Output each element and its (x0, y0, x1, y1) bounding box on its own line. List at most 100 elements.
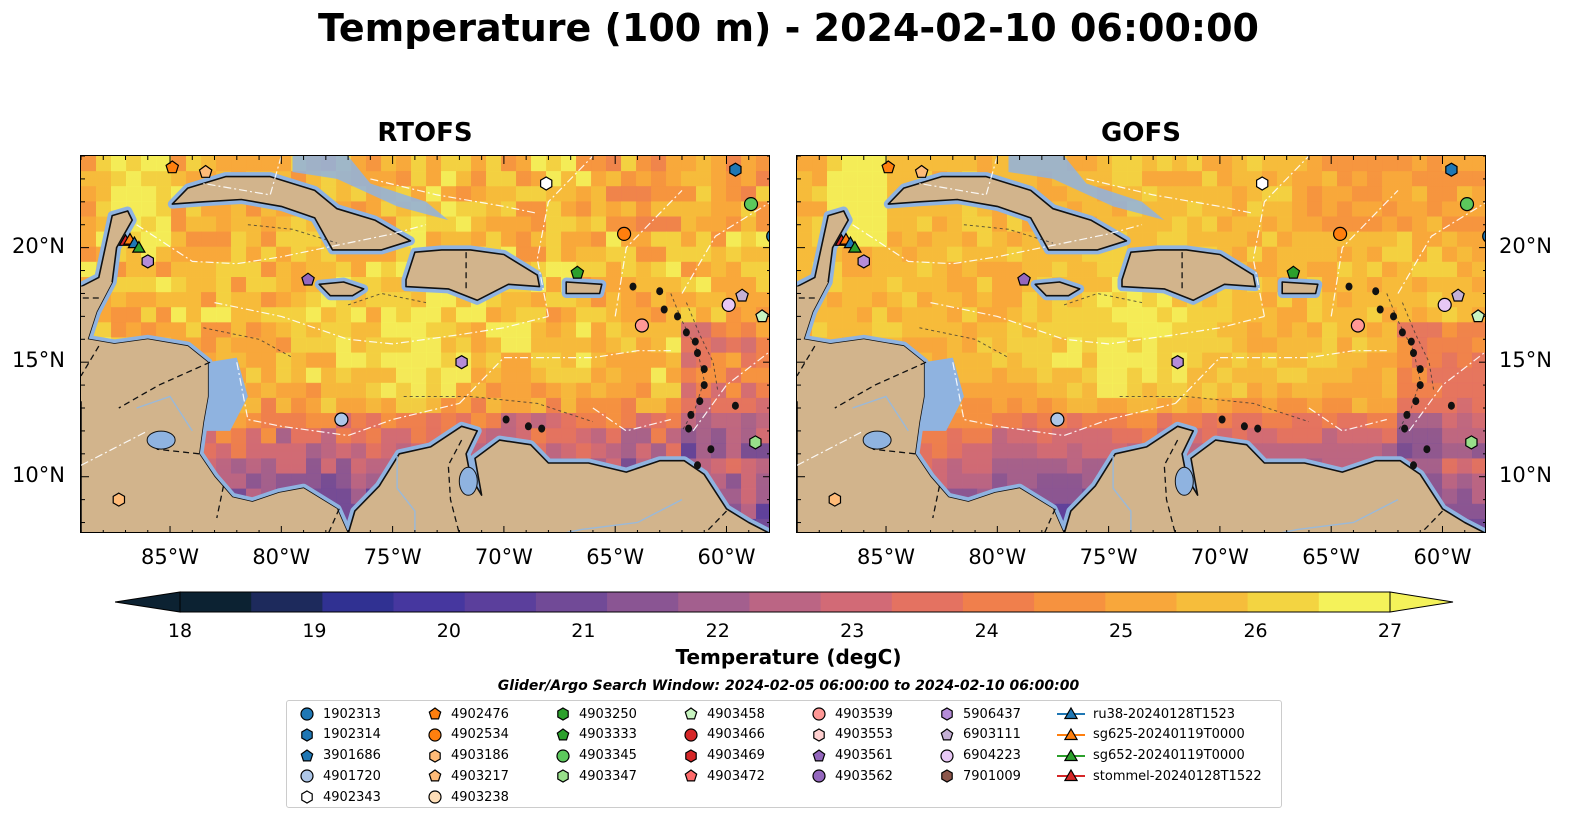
land-jamaica (1034, 281, 1081, 297)
argo-legend-icon (812, 769, 826, 783)
map-panel-rtofs[interactable] (80, 155, 770, 533)
argo-marker-4903186 (828, 492, 842, 507)
legend-item: 4903250 (555, 704, 637, 724)
argo-legend-icon (813, 728, 825, 742)
colorbar-segment (749, 592, 822, 612)
argo-legend-icon (941, 707, 953, 721)
panel-title-rtofs: RTOFS (377, 118, 473, 148)
argo-legend-icon (428, 790, 442, 804)
legend-item: 6904223 (939, 746, 1021, 766)
argo-legend-marker (684, 707, 698, 720)
colorbar-tick-label: 27 (1377, 620, 1403, 642)
argo-legend-marker (300, 748, 314, 762)
legend-label: 4903469 (707, 748, 765, 764)
legend-label: 4903186 (451, 748, 509, 764)
argo-marker-6904223 (1437, 297, 1452, 312)
lat-tick-label: 10°N (1499, 462, 1552, 487)
argo-legend-icon (812, 748, 826, 762)
legend-item: 4903472 (683, 766, 765, 786)
argo-legend-icon (940, 748, 954, 763)
legend-item: 7901009 (939, 766, 1021, 786)
colorbar-segment (393, 592, 466, 612)
legend-item: 4902343 (299, 787, 381, 807)
legend-label: 1902313 (323, 706, 381, 722)
lon-tick-label: 65°W (1302, 545, 1361, 569)
argo-marker-1902313 (1482, 230, 1485, 242)
argo-marker-4903539 (634, 318, 650, 333)
legend-label: 4903458 (707, 706, 765, 722)
legend-label: 4903345 (579, 748, 637, 764)
argo-marker-5906437 (857, 254, 871, 269)
argo-legend-marker (813, 728, 825, 742)
legend-label: 4903250 (579, 706, 637, 722)
legend-label: 4903539 (835, 706, 893, 722)
argo-legend-marker (812, 707, 826, 721)
legend-label: stommel-20240128T1522 (1093, 768, 1262, 784)
colorbar-tick-label: 21 (571, 620, 596, 642)
lon-tick-label: 75°W (1079, 545, 1138, 569)
argo-legend-icon (300, 769, 314, 783)
argo-marker-4903347 (749, 435, 762, 450)
argo-marker-4903333 (1286, 265, 1301, 279)
legend-item: 4903539 (811, 704, 893, 724)
lon-tick-label: 60°W (697, 545, 756, 569)
argo-marker-4903458 (1471, 309, 1485, 323)
argo-legend-marker (812, 769, 826, 783)
colorbar-tick-label: 26 (1243, 620, 1268, 642)
legend-label: 4903561 (835, 748, 893, 764)
legend-label: 4902534 (451, 727, 509, 743)
argo-marker-6903111 (735, 288, 749, 302)
colorbar-label: Temperature (degC) (675, 645, 902, 669)
argo-legend-icon (556, 748, 570, 763)
argo-legend-icon (428, 728, 442, 742)
argo-legend-marker (941, 707, 953, 721)
legend-label: 4903238 (451, 789, 509, 805)
colorbar (114, 590, 1455, 614)
lon-tick-label: 85°W (857, 545, 916, 569)
legend-item: 4903466 (683, 725, 765, 745)
legend-label: sg652-20240119T0000 (1093, 748, 1245, 764)
argo-legend-icon (684, 728, 698, 742)
land-southamerica (1063, 425, 1485, 532)
argo-legend-icon (941, 769, 953, 784)
legend-label: 6904223 (963, 748, 1021, 764)
glider-legend-icon (1057, 727, 1085, 740)
argo-marker-4903561 (301, 272, 315, 286)
argo-marker-4903217 (914, 164, 929, 178)
argo-legend-icon (300, 707, 314, 721)
argo-legend-marker (685, 748, 697, 763)
argo-marker-4901720 (334, 412, 349, 427)
argo-legend-icon (301, 790, 313, 804)
argo-marker-1902314 (729, 162, 742, 177)
lon-tick-label: 70°W (1190, 545, 1249, 569)
argo-marker-5906437 (141, 254, 155, 269)
lat-tick-label: 15°N (1499, 348, 1552, 373)
argo-marker-6904223 (721, 297, 736, 312)
legend-label: 6903111 (963, 727, 1021, 743)
argo-legend-icon (685, 748, 697, 763)
legend-item: 5906437 (939, 704, 1021, 724)
argo-legend-marker (684, 728, 698, 742)
legend-item: stommel-20240128T1522 (1057, 766, 1262, 786)
legend-item: 4903238 (427, 787, 509, 807)
legend-item: 4903469 (683, 746, 765, 766)
colorbar-segment (251, 592, 323, 612)
legend-item: 4902476 (427, 704, 509, 724)
argo-legend-icon (301, 728, 313, 742)
argo-marker-4902534 (1332, 226, 1348, 242)
legend-label: 4902343 (323, 789, 381, 805)
figure-title: Temperature (100 m) - 2024-02-10 06:00:0… (317, 6, 1259, 50)
argo-marker-4903345 (1459, 196, 1475, 212)
argo-legend-icon (429, 748, 441, 763)
legend-item: sg652-20240119T0000 (1057, 746, 1245, 766)
argo-marker-4903539 (1350, 318, 1366, 333)
land-puertorico (1281, 281, 1319, 295)
map-panel-gofs[interactable] (796, 155, 1486, 533)
argo-legend-icon (428, 769, 442, 782)
argo-legend-marker (301, 790, 313, 804)
argo-legend-icon (684, 769, 698, 782)
lon-tick-label: 75°W (363, 545, 422, 569)
search-window-text: Glider/Argo Search Window: 2024-02-05 06… (497, 678, 1080, 694)
colorbar-tick-label: 25 (1109, 620, 1134, 642)
colorbar-segment (1247, 592, 1320, 612)
